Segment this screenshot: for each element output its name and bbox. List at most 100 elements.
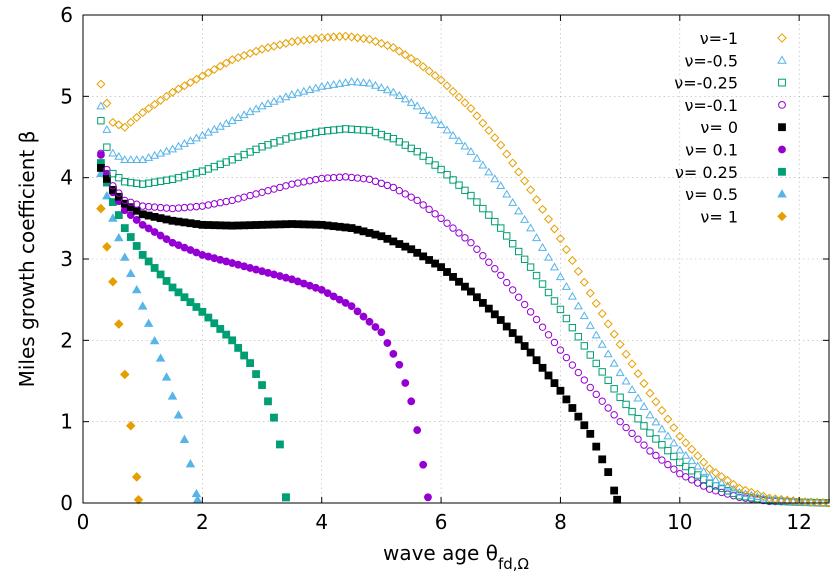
data-point	[693, 451, 703, 461]
data-point	[645, 388, 655, 398]
data-point	[503, 278, 511, 287]
data-point	[514, 335, 523, 344]
data-point	[312, 175, 320, 184]
data-point	[216, 325, 225, 333]
data-point	[460, 98, 470, 108]
data-point	[335, 125, 344, 134]
data-point	[628, 407, 636, 416]
data-point	[97, 150, 105, 159]
data-point	[615, 339, 625, 349]
data-point	[412, 57, 422, 67]
data-point	[341, 125, 350, 133]
data-point	[580, 376, 589, 384]
data-point	[126, 155, 136, 163]
data-point	[131, 284, 142, 294]
data-point	[687, 456, 697, 465]
data-point	[634, 435, 642, 443]
data-point	[431, 210, 439, 218]
data-point	[598, 455, 607, 464]
data-point	[114, 319, 124, 329]
data-point	[555, 234, 565, 244]
legend-marker	[777, 33, 787, 43]
data-point	[191, 74, 201, 84]
data-point	[550, 379, 559, 388]
data-point	[556, 386, 565, 395]
data-point	[282, 182, 290, 190]
data-point	[461, 234, 469, 242]
legend-item: ν=-0.25	[674, 74, 786, 93]
data-point	[389, 349, 398, 358]
data-point	[162, 176, 171, 184]
data-point	[717, 488, 726, 497]
grid-lines	[83, 15, 829, 503]
data-point	[138, 220, 147, 229]
data-point	[394, 91, 404, 99]
data-point	[579, 311, 589, 320]
legend-item: ν=-0.1	[684, 96, 786, 115]
data-point	[209, 124, 219, 133]
data-point	[544, 371, 553, 380]
legend-marker	[778, 123, 786, 132]
data-point	[258, 381, 266, 389]
data-point	[270, 185, 278, 193]
data-point	[150, 99, 160, 110]
data-point	[294, 132, 302, 140]
data-point	[228, 336, 237, 345]
data-point	[108, 117, 118, 127]
data-point	[156, 177, 165, 185]
data-point	[443, 219, 451, 227]
series-1	[96, 203, 144, 505]
data-point	[312, 128, 320, 137]
data-point	[443, 171, 451, 179]
data-point	[174, 204, 183, 212]
data-point	[633, 369, 643, 379]
data-point	[120, 122, 130, 132]
data-point	[96, 203, 106, 214]
data-point	[382, 85, 392, 94]
data-point	[574, 333, 583, 341]
data-point	[418, 106, 428, 114]
data-point	[395, 360, 404, 369]
data-point	[591, 298, 601, 308]
legend-label: ν=-0.25	[674, 74, 738, 93]
data-point	[722, 481, 733, 490]
data-point	[114, 151, 124, 160]
data-point	[610, 486, 619, 495]
data-point	[455, 277, 463, 286]
data-point	[370, 80, 380, 89]
legend: ν=-1 ν=-0.5 ν=-0.25 ν=-0.1 ν= 0 ν= 0.1 ν= 0.25…	[674, 29, 787, 226]
data-point	[149, 335, 160, 345]
data-point	[508, 240, 517, 248]
data-point	[520, 255, 529, 264]
data-point	[275, 94, 285, 103]
data-point	[502, 149, 512, 159]
data-point	[222, 158, 230, 166]
data-point	[150, 264, 159, 272]
data-point	[204, 313, 213, 322]
data-point	[580, 421, 589, 430]
data-point	[185, 459, 196, 468]
data-point	[156, 203, 165, 212]
data-point	[496, 181, 506, 190]
data-point	[168, 283, 177, 292]
data-point	[179, 138, 190, 147]
data-point	[681, 450, 691, 459]
data-point	[323, 126, 332, 135]
data-point	[555, 272, 565, 281]
data-point	[442, 81, 452, 91]
data-point	[341, 299, 350, 307]
data-point	[740, 489, 750, 498]
data-point	[460, 141, 470, 150]
data-point	[359, 174, 368, 183]
data-point	[155, 353, 166, 362]
data-point	[639, 378, 649, 388]
data-point	[472, 153, 482, 162]
data-point	[376, 83, 386, 92]
data-point	[210, 200, 218, 208]
data-point	[448, 130, 458, 139]
data-point	[676, 470, 684, 478]
data-point	[520, 176, 530, 186]
data-point	[663, 431, 673, 440]
